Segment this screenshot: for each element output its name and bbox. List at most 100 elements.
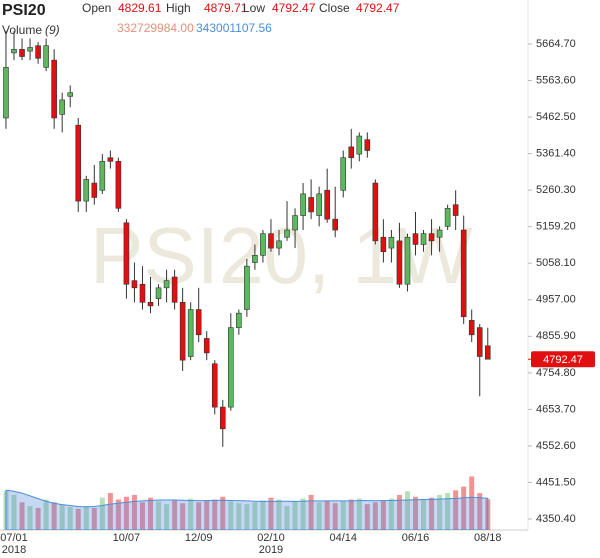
candle-body xyxy=(83,179,90,202)
volume-bar xyxy=(461,486,467,530)
x-tick-label: 07/01 xyxy=(0,532,28,544)
volume-bar xyxy=(180,503,186,530)
volume-bar xyxy=(453,490,459,530)
volume-bar xyxy=(123,496,129,530)
candle-body xyxy=(131,280,138,289)
volume-bar xyxy=(268,497,274,530)
candle-body xyxy=(484,345,491,360)
candle-body xyxy=(260,233,266,256)
candle-body xyxy=(195,309,202,336)
candle-body xyxy=(372,182,379,242)
volume-bar xyxy=(220,496,226,530)
y-tick-label: 4855.90 xyxy=(536,330,576,342)
candle-body xyxy=(187,309,194,357)
volume-bar xyxy=(107,493,113,530)
x-tick-label: 06/16 xyxy=(402,532,430,544)
candle-body xyxy=(252,255,258,263)
last-price-label: 4792.47 xyxy=(543,354,583,366)
volume-ma-readout: 343001107.56 xyxy=(196,21,272,35)
volume-bar xyxy=(172,499,178,530)
candle-body xyxy=(268,233,274,249)
volume-title: Volume xyxy=(2,23,42,37)
volume-bar xyxy=(372,502,378,530)
volume-bar xyxy=(437,494,443,530)
x-year-label: 2019 xyxy=(259,544,283,556)
candle-body xyxy=(211,363,218,408)
candle-body xyxy=(35,45,41,59)
candle-body xyxy=(292,215,298,231)
candle-body xyxy=(332,218,339,231)
y-tick-label: 4451.50 xyxy=(536,476,576,488)
volume-bar xyxy=(356,498,362,530)
candle-body xyxy=(3,67,9,119)
y-tick-label: 5664.70 xyxy=(536,38,576,50)
volume-bar xyxy=(252,502,258,530)
candle-body xyxy=(444,208,451,227)
y-tick-label: 5462.50 xyxy=(536,111,576,123)
volume-bar xyxy=(43,499,49,530)
volume-bar xyxy=(300,498,306,530)
candle-body xyxy=(203,338,210,354)
candle-body xyxy=(356,135,363,155)
y-tick-label: 4957.00 xyxy=(536,294,576,306)
volume-bar xyxy=(99,497,105,530)
candle-body xyxy=(51,59,57,119)
y-tick-label: 5058.10 xyxy=(536,257,576,269)
candle-body xyxy=(147,301,154,307)
candle-body xyxy=(43,45,49,68)
x-tick-label: 10/07 xyxy=(113,532,141,544)
volume-bar xyxy=(139,502,145,530)
candle-body xyxy=(412,233,419,245)
candle-body xyxy=(27,47,33,52)
volume-bar xyxy=(340,501,346,530)
volume-bar xyxy=(292,501,298,530)
candle-body xyxy=(107,157,114,162)
candle-body xyxy=(219,406,226,430)
volume-bar xyxy=(477,493,483,530)
volume-bar xyxy=(421,499,427,530)
volume-bar xyxy=(35,507,41,530)
volume-bar xyxy=(131,494,137,530)
candle-body xyxy=(436,229,443,238)
candle-body xyxy=(428,233,435,242)
volume-bar xyxy=(11,494,17,530)
x-tick-label: 08/18 xyxy=(474,532,502,544)
candle-body xyxy=(324,189,330,220)
volume-bar xyxy=(115,499,121,530)
candle-body xyxy=(91,182,98,198)
volume-bar xyxy=(67,506,73,530)
volume-bar xyxy=(332,503,338,530)
volume-bar xyxy=(388,498,394,530)
candle-body xyxy=(340,157,347,191)
plot xyxy=(3,31,491,530)
candle-body xyxy=(476,327,483,357)
volume-period: (9) xyxy=(45,23,60,37)
volume-bar xyxy=(404,491,410,530)
volume-bar xyxy=(59,504,65,530)
volume-bar xyxy=(196,502,202,530)
y-tick-label: 5159.20 xyxy=(536,221,576,233)
candle-body xyxy=(123,222,130,285)
volume-bar xyxy=(188,498,194,530)
candle-body xyxy=(67,92,74,97)
y-tick-label: 4350.40 xyxy=(536,513,576,525)
candle-body xyxy=(284,229,290,238)
candle-body xyxy=(452,204,459,216)
header-value: 4792.47 xyxy=(272,1,316,15)
volume-readout: 332729984.00 xyxy=(117,21,194,35)
volume-bar xyxy=(324,500,330,530)
volume-bar xyxy=(236,503,242,530)
candle-body xyxy=(228,327,234,408)
chart-title: PSI20 xyxy=(2,2,46,19)
header-label: Low xyxy=(243,1,265,15)
candle-body xyxy=(460,229,467,318)
volume-bar xyxy=(396,494,402,530)
candle-body xyxy=(388,236,395,249)
candle-body xyxy=(308,197,314,213)
volume-bar xyxy=(348,499,354,530)
y-tick-label: 5260.30 xyxy=(536,184,576,196)
header-label: Close xyxy=(319,1,350,15)
volume-bar xyxy=(260,500,266,530)
candle-body xyxy=(179,301,186,361)
